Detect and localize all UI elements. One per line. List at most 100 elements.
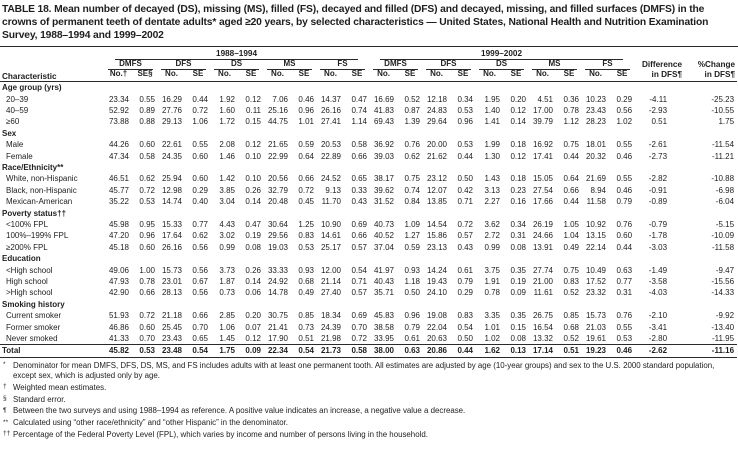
se-value: 0.63: [398, 344, 423, 358]
se-value: 0.77: [192, 220, 208, 229]
se-value: 1.14: [351, 117, 368, 127]
table-row: >High school 42.90 0.66 28.13 0.56 0.73 0.06 14…: [0, 287, 737, 298]
se-value: 0.51: [557, 344, 582, 358]
no-value: 26.19: [532, 220, 554, 229]
pct-change-value: -6.04: [715, 197, 735, 207]
period-header-1988-1994: 1988–1994: [104, 47, 369, 60]
pct-change-value: -11.58: [711, 242, 735, 252]
no-value: 24.52: [320, 174, 341, 184]
no-value: 25.94: [161, 174, 182, 184]
no-value: 21.65: [267, 140, 288, 150]
no-value: 24.35: [161, 151, 182, 161]
no-value: 44.75: [267, 117, 288, 127]
se-value: 0.56: [616, 105, 633, 115]
no-value: 12.07: [426, 185, 448, 195]
se-value: 0.44: [457, 151, 474, 161]
se-value: 0.50: [404, 288, 421, 298]
no-value: 19.61: [585, 334, 607, 344]
row-label: Black, non-Hispanic: [6, 185, 77, 195]
no-value: 23.13: [426, 242, 448, 252]
no-value: 17.14: [528, 344, 558, 358]
se-value: 0.52: [563, 334, 580, 344]
row-label: Current smoker: [6, 311, 62, 321]
section-label: Age group (yrs): [2, 83, 62, 93]
no-value: 39.62: [373, 185, 395, 195]
se-value: 1.25: [298, 220, 314, 229]
se-value: 0.87: [404, 105, 421, 115]
no-value: 11.58: [586, 197, 607, 207]
se-value: 0.23: [510, 185, 527, 195]
no-value: 18.01: [585, 140, 607, 150]
no-value: 17.90: [267, 334, 288, 344]
footnote-marker: **: [3, 418, 9, 426]
no-value: 3.02: [219, 231, 235, 241]
col-no-header: No.†: [104, 70, 133, 83]
no-value: 32.79: [267, 185, 288, 195]
row-label: Total: [0, 344, 104, 358]
se-value: 0.67: [192, 277, 208, 287]
no-value: 2.72: [484, 231, 501, 241]
difference-value: -3.03: [648, 242, 668, 252]
se-value: 0.26: [245, 185, 261, 195]
no-value: 21.14: [320, 277, 341, 287]
se-value: 0.65: [351, 174, 368, 184]
no-value: 21.41: [267, 322, 288, 332]
no-value: 4.51: [537, 94, 554, 104]
no-value: 23.01: [161, 277, 182, 287]
no-value: 41.83: [373, 105, 395, 115]
footnote: § Standard error.: [3, 395, 734, 405]
col-se-header: SE: [239, 70, 263, 83]
no-value: 14.37: [320, 94, 341, 104]
row-label: <100% FPL: [6, 220, 49, 229]
no-value: 45.98: [108, 220, 129, 229]
section-label: Education: [2, 254, 41, 264]
no-value: 24.66: [532, 231, 554, 241]
se-value: 0.64: [563, 174, 580, 184]
measure-header-dmfs: DMFS: [104, 60, 157, 71]
footnote-marker: †: [3, 383, 7, 391]
no-value: 22.34: [263, 344, 292, 358]
se-value: 0.50: [457, 174, 474, 184]
col-se-header: SE: [610, 70, 635, 83]
se-value: 0.58: [345, 344, 370, 358]
footnote-text: Weighted mean estimates.: [13, 382, 107, 392]
measure-header-label: DMFS: [373, 60, 419, 71]
se-value: 0.36: [563, 94, 580, 104]
se-value: 0.73: [298, 322, 314, 332]
se-value: 0.85: [298, 311, 314, 321]
no-value: 1.30: [484, 151, 501, 161]
col-se-header: SE: [292, 70, 316, 83]
se-value: 0.26: [245, 265, 261, 275]
no-value: 28.23: [585, 117, 607, 127]
se-value: 0.20: [510, 94, 527, 104]
se-value: 0.89: [139, 105, 155, 115]
se-value: 0.57: [351, 288, 368, 298]
col-no-header: No.: [157, 70, 186, 83]
section-row: Poverty status††: [0, 208, 737, 219]
pct-change-value: 1.75: [718, 117, 735, 127]
no-value: 38.58: [373, 322, 395, 332]
se-value: 0.52: [404, 94, 421, 104]
se-value: 0.40: [192, 197, 208, 207]
se-value: 0.44: [192, 94, 208, 104]
header-row-periods: Characteristic 1988–1994 1999–2002 Diffe…: [0, 46, 738, 83]
se-value: 0.46: [616, 185, 633, 195]
table-row: High school 47.93 0.78 23.01 0.67 1.87 0.14 24.…: [0, 276, 737, 287]
row-label: Female: [6, 151, 33, 161]
no-value: 17.41: [532, 151, 554, 161]
section-row: Sex: [0, 128, 737, 139]
se-value: 0.58: [351, 140, 368, 150]
no-value: 38.00: [369, 344, 399, 358]
se-value: 0.88: [139, 117, 155, 127]
section-row: Education: [0, 253, 737, 264]
no-value: 19.08: [426, 311, 448, 321]
se-value: 1.18: [404, 277, 421, 287]
no-value: 10.92: [585, 220, 607, 229]
se-value: 0.20: [245, 311, 261, 321]
no-value: 10.23: [585, 94, 607, 104]
no-value: 17.52: [585, 277, 607, 287]
no-value: 22.04: [426, 322, 448, 332]
se-value: 0.57: [457, 231, 474, 241]
col-se-header: SE: [504, 70, 529, 83]
se-value: 0.72: [457, 220, 474, 229]
